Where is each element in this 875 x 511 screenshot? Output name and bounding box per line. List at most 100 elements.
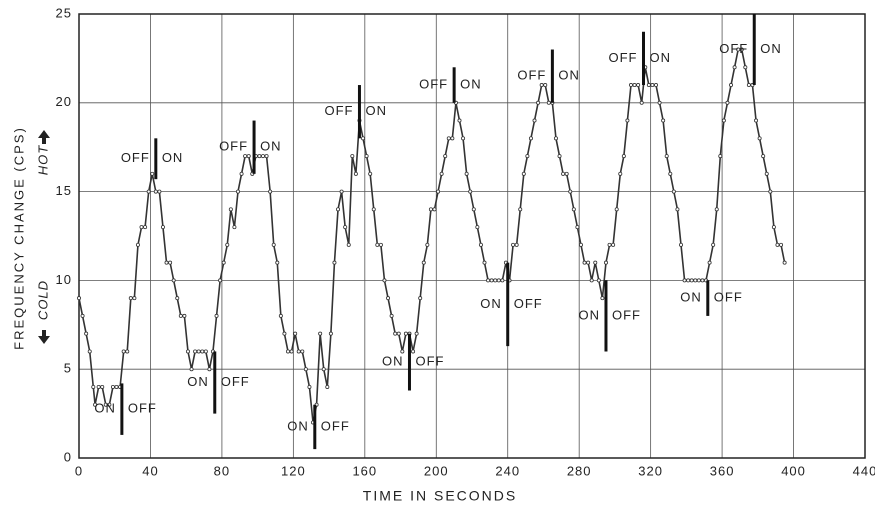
data-point bbox=[593, 260, 598, 265]
annotation-right: OFF bbox=[612, 307, 641, 322]
data-point bbox=[693, 278, 698, 283]
data-point bbox=[371, 207, 376, 212]
annotation-left: ON bbox=[187, 374, 209, 389]
annotation-left: OFF bbox=[219, 139, 248, 154]
y-tick-label: 20 bbox=[56, 94, 72, 109]
x-axis-label: TIME IN SECONDS bbox=[363, 488, 517, 504]
data-point bbox=[679, 242, 684, 247]
data-point bbox=[471, 207, 476, 212]
data-point bbox=[96, 384, 101, 389]
data-point bbox=[428, 207, 433, 212]
x-tick-label: 40 bbox=[142, 463, 158, 478]
data-point bbox=[414, 331, 419, 336]
data-point bbox=[382, 278, 387, 283]
data-point bbox=[657, 100, 662, 105]
data-point bbox=[189, 367, 194, 372]
data-point bbox=[761, 154, 766, 159]
data-point bbox=[443, 154, 448, 159]
data-point bbox=[757, 136, 762, 141]
annotation-left: ON bbox=[287, 418, 309, 433]
data-point bbox=[235, 189, 240, 194]
data-point bbox=[636, 83, 641, 88]
data-point bbox=[661, 118, 666, 123]
data-point bbox=[532, 118, 537, 123]
data-point bbox=[586, 260, 591, 265]
data-point bbox=[764, 171, 769, 176]
data-point bbox=[203, 349, 208, 354]
data-point bbox=[514, 242, 519, 247]
data-point bbox=[282, 331, 287, 336]
data-point bbox=[339, 189, 344, 194]
data-point bbox=[571, 207, 576, 212]
data-point bbox=[239, 171, 244, 176]
data-point bbox=[782, 260, 787, 265]
data-point bbox=[582, 260, 587, 265]
data-point bbox=[336, 207, 341, 212]
data-point bbox=[146, 189, 151, 194]
data-point bbox=[618, 171, 623, 176]
data-point bbox=[696, 278, 701, 283]
data-point bbox=[478, 242, 483, 247]
data-point bbox=[157, 189, 162, 194]
data-point bbox=[500, 278, 505, 283]
data-point bbox=[121, 349, 126, 354]
data-point bbox=[486, 278, 491, 283]
data-point bbox=[296, 349, 301, 354]
data-point bbox=[725, 100, 730, 105]
data-point bbox=[293, 331, 298, 336]
data-point bbox=[611, 242, 616, 247]
data-point bbox=[557, 154, 562, 159]
data-point bbox=[521, 171, 526, 176]
data-point bbox=[321, 367, 326, 372]
data-point bbox=[775, 242, 780, 247]
data-point bbox=[125, 349, 130, 354]
data-point bbox=[84, 331, 89, 336]
x-tick-label: 320 bbox=[638, 463, 663, 478]
data-point bbox=[450, 136, 455, 141]
data-point bbox=[232, 225, 237, 230]
annotation-right: ON bbox=[365, 103, 387, 118]
data-point bbox=[228, 207, 233, 212]
data-point bbox=[87, 349, 92, 354]
data-point bbox=[568, 189, 573, 194]
data-point bbox=[178, 313, 183, 318]
data-point bbox=[411, 349, 416, 354]
data-point bbox=[91, 384, 96, 389]
data-point bbox=[289, 349, 294, 354]
annotation-right: OFF bbox=[321, 418, 350, 433]
x-tick-label: 0 bbox=[75, 463, 83, 478]
data-point bbox=[143, 225, 148, 230]
annotation-left: OFF bbox=[419, 76, 448, 91]
annotation-left: ON bbox=[480, 296, 502, 311]
data-point bbox=[546, 100, 551, 105]
annotation-right: OFF bbox=[415, 354, 444, 369]
data-point bbox=[218, 278, 223, 283]
annotation-left: ON bbox=[382, 354, 404, 369]
data-point bbox=[729, 83, 734, 88]
data-point bbox=[378, 242, 383, 247]
data-point bbox=[614, 207, 619, 212]
data-point bbox=[689, 278, 694, 283]
y-tick-label: 10 bbox=[56, 272, 72, 287]
data-point bbox=[686, 278, 691, 283]
data-point bbox=[364, 154, 369, 159]
annotation-right: ON bbox=[649, 50, 671, 65]
data-point bbox=[718, 154, 723, 159]
data-point bbox=[268, 189, 273, 194]
data-point bbox=[353, 171, 358, 176]
plot-frame bbox=[78, 13, 866, 459]
data-point bbox=[646, 83, 651, 88]
data-point bbox=[200, 349, 205, 354]
data-point bbox=[711, 242, 716, 247]
data-point bbox=[739, 47, 744, 52]
data-point bbox=[553, 136, 558, 141]
data-point bbox=[607, 242, 612, 247]
data-point bbox=[114, 384, 119, 389]
data-point bbox=[175, 296, 180, 301]
data-point bbox=[682, 278, 687, 283]
data-point bbox=[575, 225, 580, 230]
x-tick-label: 360 bbox=[710, 463, 735, 478]
data-point bbox=[528, 136, 533, 141]
data-point bbox=[182, 313, 187, 318]
data-point bbox=[482, 260, 487, 265]
